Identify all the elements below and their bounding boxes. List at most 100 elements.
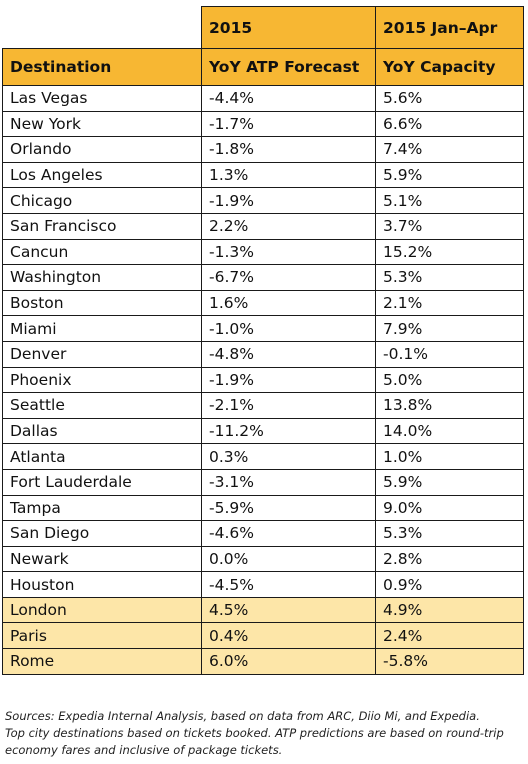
table-row: Seattle -2.1% 13.8%	[2, 392, 524, 419]
destination-cell: Seattle	[2, 392, 202, 419]
capacity-cell: 2.1%	[375, 289, 524, 317]
capacity-cell: 9.0%	[375, 494, 524, 522]
capacity-cell: 5.6%	[375, 85, 524, 112]
capacity-cell: 5.1%	[375, 187, 524, 214]
atp-forecast-cell: -11.2%	[201, 417, 376, 445]
destination-cell: Newark	[2, 545, 202, 573]
destination-cell: Fort Lauderdale	[2, 468, 202, 496]
destination-cell: Los Angeles	[2, 161, 202, 189]
group-header-row: 2015 2015 Jan–Apr	[2, 6, 524, 49]
destination-cell: Houston	[2, 571, 202, 598]
capacity-cell: 2.8%	[375, 545, 524, 573]
table-row: Rome 6.0% -5.8%	[2, 648, 524, 675]
destination-cell: London	[2, 596, 202, 624]
capacity-cell: 5.0%	[375, 366, 524, 394]
footnote: Sources: Expedia Internal Analysis, base…	[5, 708, 523, 759]
destination-cell: Cancun	[2, 238, 202, 266]
atp-forecast-cell: -3.1%	[201, 468, 376, 496]
atp-forecast-cell: -1.3%	[201, 238, 376, 266]
table-row: Denver -4.8% -0.1%	[2, 340, 524, 368]
atp-forecast-cell: -4.8%	[201, 340, 376, 368]
atp-forecast-cell: 0.3%	[201, 443, 376, 470]
atp-forecast-cell: -6.7%	[201, 264, 376, 291]
atp-forecast-cell: 0.4%	[201, 622, 376, 650]
table-row: Phoenix -1.9% 5.0%	[2, 366, 524, 394]
group-header-2015: 2015	[201, 6, 376, 49]
destination-cell: Miami	[2, 315, 202, 342]
destination-cell: Chicago	[2, 187, 202, 214]
atp-forecast-cell: -5.9%	[201, 494, 376, 522]
capacity-cell: 13.8%	[375, 392, 524, 419]
destination-cell: Rome	[2, 648, 202, 675]
destination-cell: Tampa	[2, 494, 202, 522]
atp-forecast-cell: 6.0%	[201, 648, 376, 675]
table-row: Chicago -1.9% 5.1%	[2, 187, 524, 214]
capacity-cell: 1.0%	[375, 443, 524, 470]
atp-forecast-cell: -2.1%	[201, 392, 376, 419]
table-row: Las Vegas -4.4% 5.6%	[2, 85, 524, 112]
atp-forecast-cell: -1.9%	[201, 187, 376, 214]
atp-forecast-cell: -4.4%	[201, 85, 376, 112]
table-row: Fort Lauderdale -3.1% 5.9%	[2, 468, 524, 496]
destination-table: 2015 2015 Jan–Apr Destination YoY ATP Fo…	[2, 6, 524, 675]
atp-forecast-cell: 4.5%	[201, 596, 376, 624]
table-row: Dallas -11.2% 14.0%	[2, 417, 524, 445]
table-row: San Francisco 2.2% 3.7%	[2, 212, 524, 240]
capacity-cell: 15.2%	[375, 238, 524, 266]
destination-cell: Washington	[2, 264, 202, 291]
table-row: Miami -1.0% 7.9%	[2, 315, 524, 342]
destination-cell: Denver	[2, 340, 202, 368]
atp-forecast-cell: -1.8%	[201, 136, 376, 163]
column-header-atp-forecast: YoY ATP Forecast	[201, 48, 376, 86]
footnote-line: Top city destinations based on tickets b…	[5, 726, 504, 740]
capacity-cell: -0.1%	[375, 340, 524, 368]
capacity-cell: 2.4%	[375, 622, 524, 650]
table-row: London 4.5% 4.9%	[2, 596, 524, 624]
destination-cell: Paris	[2, 622, 202, 650]
destination-cell: Dallas	[2, 417, 202, 445]
group-header-jan-apr: 2015 Jan–Apr	[375, 6, 524, 49]
atp-forecast-cell: 1.3%	[201, 161, 376, 189]
destination-cell: Boston	[2, 289, 202, 317]
destination-cell: San Francisco	[2, 212, 202, 240]
table-row: Cancun -1.3% 15.2%	[2, 238, 524, 266]
table-row: Houston -4.5% 0.9%	[2, 571, 524, 598]
atp-forecast-cell: -1.7%	[201, 110, 376, 138]
capacity-cell: 4.9%	[375, 596, 524, 624]
atp-forecast-cell: 1.6%	[201, 289, 376, 317]
table-row: San Diego -4.6% 5.3%	[2, 520, 524, 547]
capacity-cell: 6.6%	[375, 110, 524, 138]
footnote-line: Sources: Expedia Internal Analysis, base…	[5, 709, 480, 723]
capacity-cell: 7.9%	[375, 315, 524, 342]
capacity-cell: 7.4%	[375, 136, 524, 163]
table-row: Paris 0.4% 2.4%	[2, 622, 524, 650]
capacity-cell: 5.3%	[375, 520, 524, 547]
atp-forecast-cell: -4.5%	[201, 571, 376, 598]
destination-cell: New York	[2, 110, 202, 138]
table-row: Boston 1.6% 2.1%	[2, 289, 524, 317]
capacity-cell: 5.9%	[375, 468, 524, 496]
table-row: New York -1.7% 6.6%	[2, 110, 524, 138]
capacity-cell: -5.8%	[375, 648, 524, 675]
group-header-blank	[2, 6, 202, 49]
column-header-capacity: YoY Capacity	[375, 48, 524, 86]
capacity-cell: 5.9%	[375, 161, 524, 189]
capacity-cell: 0.9%	[375, 571, 524, 598]
destination-cell: Phoenix	[2, 366, 202, 394]
column-header-destination: Destination	[2, 48, 202, 86]
atp-forecast-cell: 2.2%	[201, 212, 376, 240]
destination-cell: San Diego	[2, 520, 202, 547]
table-row: Tampa -5.9% 9.0%	[2, 494, 524, 522]
capacity-cell: 3.7%	[375, 212, 524, 240]
destination-cell: Orlando	[2, 136, 202, 163]
table-row: Washington -6.7% 5.3%	[2, 264, 524, 291]
atp-forecast-cell: -1.9%	[201, 366, 376, 394]
destination-cell: Las Vegas	[2, 85, 202, 112]
capacity-cell: 5.3%	[375, 264, 524, 291]
atp-forecast-cell: -1.0%	[201, 315, 376, 342]
footnote-line: economy fares and inclusive of package t…	[5, 743, 283, 757]
table-row: Los Angeles 1.3% 5.9%	[2, 161, 524, 189]
table-row: Orlando -1.8% 7.4%	[2, 136, 524, 163]
table-row: Atlanta 0.3% 1.0%	[2, 443, 524, 470]
atp-forecast-cell: 0.0%	[201, 545, 376, 573]
